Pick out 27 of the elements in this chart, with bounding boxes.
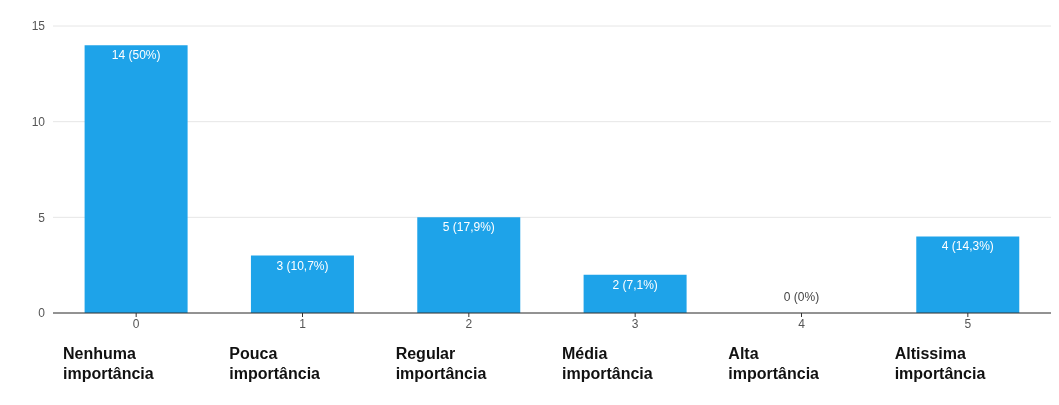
y-tick-label: 15 (31, 19, 46, 34)
y-tick-label: 5 (38, 210, 46, 225)
text: Altissima importância (894, 344, 987, 384)
bar (916, 236, 1020, 313)
data-label: 4 (14,3%) (941, 239, 994, 254)
bar (417, 217, 521, 313)
x-tick-label: 4 (798, 316, 806, 331)
bar (84, 45, 188, 313)
text: Nenhuma importância (63, 344, 155, 384)
data-label: 5 (17,9%) (442, 220, 495, 235)
bar (583, 274, 687, 313)
bar (250, 255, 354, 313)
y-tick-label: 10 (31, 114, 46, 129)
x-tick-label: 1 (299, 316, 307, 331)
text: Média importância (562, 344, 654, 384)
data-label: 14 (50%) (111, 48, 161, 63)
x-tick-label: 0 (132, 316, 140, 331)
x-tick-label: 3 (631, 316, 639, 331)
data-label: 2 (7,1%) (612, 277, 658, 292)
data-label: 0 (0%) (783, 290, 820, 304)
text: Alta importância (728, 344, 820, 384)
x-tick-label: 5 (964, 316, 972, 331)
x-tick-label: 2 (465, 316, 473, 331)
text: Pouca importância (229, 344, 321, 384)
data-label: 3 (10,7%) (276, 258, 329, 273)
y-tick-label: 0 (38, 306, 46, 321)
text: Regular importância (395, 344, 488, 384)
